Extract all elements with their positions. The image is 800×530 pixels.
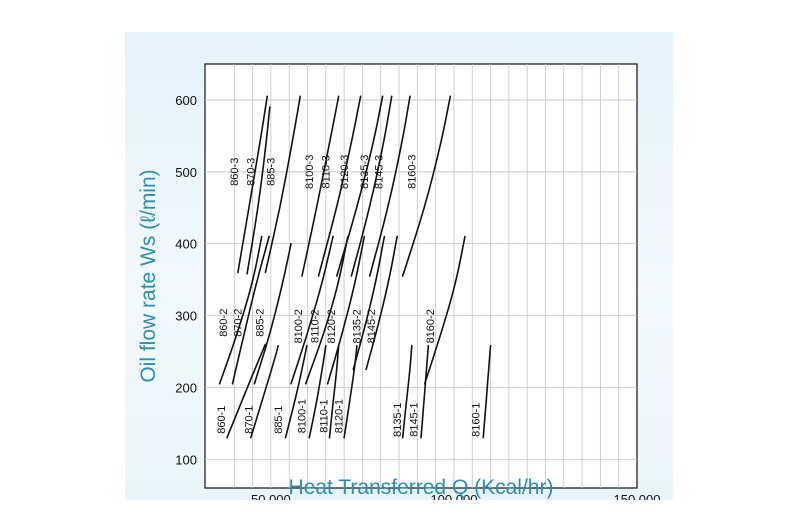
curve-label-870-2: 870-2 (233, 309, 245, 337)
curve-label-8100-3: 8100-3 (304, 155, 316, 189)
y-tick-label: 600 (175, 93, 197, 108)
y-tick-label: 200 (175, 380, 197, 395)
curve-label-8120-1: 8120-1 (333, 399, 345, 433)
curve-8120-3 (336, 95, 384, 277)
curve-8100-3 (301, 95, 340, 277)
curve-label-8160-2: 8160-2 (425, 309, 437, 343)
curve-label-8100-2: 8100-2 (293, 309, 305, 343)
chart-svg: 860-3 870-3 885-3 8100-3 8110-3 8120-3 8135-3 8… (137, 63, 661, 500)
curve-8135-3 (350, 95, 393, 277)
curve-label-885-1: 885-1 (273, 406, 285, 434)
y-tick-label: 300 (175, 309, 197, 324)
curve-label-8110-3: 8110-3 (320, 155, 332, 188)
curve-label-8145-3: 8145-3 (374, 155, 386, 189)
curve-label-8160-3: 8160-3 (406, 155, 418, 189)
curve-870-1 (250, 344, 280, 439)
grid-layer (205, 64, 637, 488)
x-tick-label: 100,000 (430, 492, 477, 500)
curve-860-2 (218, 235, 263, 385)
curve-8145-3 (368, 95, 411, 277)
curve-label-8120-2: 8120-2 (326, 309, 338, 343)
curve-8100-1 (308, 344, 327, 439)
curve-860-3 (237, 95, 269, 274)
tick-layer: 100 200 300 400 500 600 50,000 100,000 150,000 (175, 93, 660, 500)
curve-label-8120-3: 8120-3 (339, 155, 351, 189)
curve-8120-2 (326, 235, 366, 385)
curve-885-1 (284, 344, 308, 439)
curve-8110-1 (328, 344, 340, 439)
curve-label-8135-3: 8135-3 (359, 155, 371, 189)
x-tick-label: 150,000 (614, 492, 661, 500)
curve-870-2 (231, 235, 270, 385)
curve-8110-2 (304, 235, 349, 385)
curve-8135-2 (352, 235, 386, 371)
curve-label-8135-1: 8135-1 (392, 403, 404, 437)
curve-label-8145-1: 8145-1 (408, 403, 420, 437)
y-tick-label: 400 (175, 237, 197, 252)
curve-label-870-1: 870-1 (244, 406, 256, 434)
x-axis-title: Heat Transferred Q (Kcal/hr) (289, 476, 554, 499)
curve-label-870-3: 870-3 (245, 158, 257, 186)
curve-8110-3 (317, 95, 362, 277)
curve-8120-1 (343, 344, 358, 439)
chart-figure: 860-3 870-3 885-3 8100-3 8110-3 8120-3 8135-3 8… (125, 32, 673, 500)
curve-label-860-3: 860-3 (229, 158, 241, 186)
curve-8100-2 (290, 235, 334, 385)
curve-8160-2 (423, 235, 466, 385)
curve-label-layer: 860-3 870-3 885-3 8100-3 8110-3 8120-3 8135-3 8… (216, 155, 483, 437)
curve-8135-1 (401, 344, 413, 439)
curve-870-3 (246, 106, 271, 275)
y-tick-label: 500 (175, 165, 197, 180)
curve-860-1 (226, 343, 267, 439)
curve-label-8110-1: 8110-1 (319, 399, 331, 432)
curve-label-8145-2: 8145-2 (366, 309, 378, 343)
curve-885-2 (253, 242, 292, 385)
curve-label-885-3: 885-3 (266, 158, 278, 186)
plot-area (204, 63, 638, 489)
curve-label-885-2: 885-2 (255, 309, 267, 337)
y-tick-label: 100 (175, 452, 197, 467)
curve-label-8100-1: 8100-1 (297, 399, 309, 433)
curve-label-860-1: 860-1 (216, 406, 228, 434)
y-axis-title: Oil flow rate Ws (ℓ/min) (137, 169, 160, 382)
curve-8145-1 (420, 344, 430, 439)
x-tick-label: 50,000 (251, 492, 291, 500)
curve-label-8160-1: 8160-1 (471, 403, 483, 437)
curve-label-8110-2: 8110-2 (310, 310, 322, 343)
curve-layer (218, 95, 492, 439)
curve-8160-3 (401, 95, 452, 277)
curve-label-860-2: 860-2 (218, 309, 230, 337)
curve-8160-1 (482, 344, 492, 439)
curve-label-8135-2: 8135-2 (352, 309, 364, 343)
curve-8145-2 (365, 235, 398, 371)
curve-885-3 (264, 95, 302, 274)
